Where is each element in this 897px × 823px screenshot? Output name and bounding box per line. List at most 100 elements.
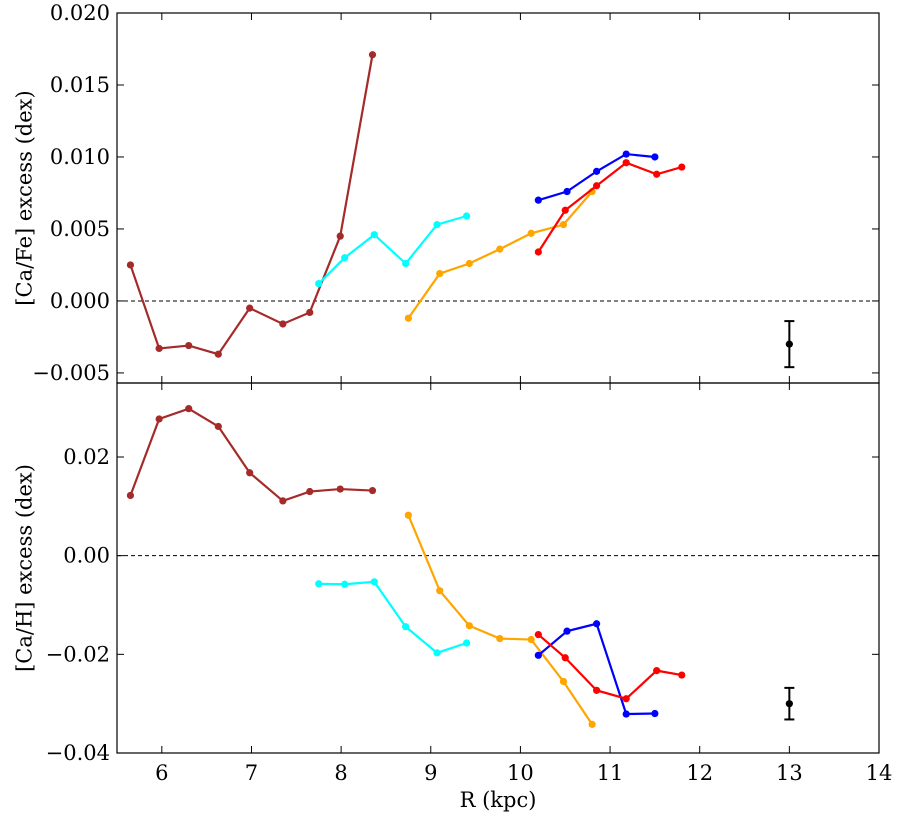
series-0-point-2: [185, 405, 193, 413]
x-tick-label-4: 10: [507, 761, 534, 785]
series-4-line: [537, 161, 683, 253]
series-4-point-4: [653, 170, 661, 178]
series-3-point-2: [593, 620, 601, 628]
series-1-point-3: [402, 623, 410, 631]
y-tick-label-3: 0.010: [50, 145, 110, 169]
series-4-line: [537, 633, 682, 700]
series-2-point-2: [465, 622, 473, 630]
series-1-point-4: [433, 221, 441, 229]
series-1-point-5: [463, 212, 471, 220]
series-0-point-1: [155, 344, 163, 353]
x-tick-label-6: 12: [686, 761, 713, 785]
series-4-point-5: [678, 671, 686, 679]
series-0-line: [129, 407, 373, 503]
series-0-point-5: [279, 497, 287, 505]
axes-frame: [116, 382, 880, 754]
bottom-panel-cah: 6 7 8 9 10 11 12 13 14 −0.04 −0.02 0.00 0.02 [Ca/H] e…: [12, 382, 893, 812]
x-axis-title: R (kpc): [460, 788, 537, 812]
series-3-line: [537, 622, 655, 716]
series-3-point-4: [651, 709, 659, 718]
series-4-point-0: [534, 248, 542, 256]
series-0-point-7: [336, 485, 344, 493]
series-0-point-8: [368, 486, 377, 495]
errorbar-point: [785, 700, 793, 708]
series-1-line: [318, 580, 467, 655]
y-tick-label-0: −0.005: [32, 361, 110, 385]
series-2-point-2: [465, 259, 473, 268]
x-tick-label-1: 7: [245, 761, 258, 785]
series-0-point-3: [214, 350, 222, 358]
errorbar-point: [785, 340, 793, 348]
axes-frame: [116, 12, 880, 384]
x-tick-label-3: 9: [424, 761, 437, 785]
series-2-point-1: [436, 587, 444, 595]
x-tick-label-8: 14: [866, 761, 893, 785]
series-3-line: [538, 152, 655, 202]
series-2-point-3: [496, 245, 504, 253]
series-2-point-4: [527, 635, 535, 644]
series-3-point-4: [651, 153, 659, 161]
series-0-point-8: [368, 51, 377, 59]
y-axis-title: [Ca/H] excess (dex): [12, 464, 36, 672]
series-0-point-6: [306, 308, 314, 317]
x-tick-label-7: 13: [776, 761, 803, 785]
series-3-point-3: [622, 710, 630, 718]
series-4-point-4: [653, 667, 661, 675]
y-tick-label-2: 0.00: [63, 544, 110, 568]
series-3-point-0: [534, 196, 542, 204]
x-tick-label-5: 11: [597, 761, 624, 785]
series-2-line: [407, 514, 594, 726]
series-1-point-5: [463, 639, 471, 647]
series-1-point-4: [433, 649, 441, 657]
y-tick-label-1: −0.02: [46, 642, 110, 666]
series-0-point-4: [246, 304, 254, 312]
series-1-point-1: [341, 254, 349, 262]
series-3-point-1: [563, 627, 571, 635]
series-4-point-3: [622, 159, 630, 167]
x-tick-label-0: 6: [155, 761, 168, 785]
y-tick-label-4: 0.015: [50, 73, 110, 97]
series-1-line: [317, 214, 467, 285]
series-0-point-0: [126, 261, 135, 269]
series-4-point-0: [534, 631, 542, 639]
series-1-point-3: [402, 259, 410, 268]
series-0-point-7: [336, 232, 344, 240]
series-1-point-1: [341, 580, 349, 588]
series-2-point-5: [559, 221, 568, 229]
series-4-point-1: [561, 206, 569, 214]
series-3-point-1: [563, 187, 571, 196]
series-1-point-0: [315, 280, 323, 288]
series-0-point-2: [185, 341, 193, 350]
series-2-point-3: [496, 634, 504, 643]
y-axis-title: [Ca/Fe] excess (dex): [12, 90, 36, 305]
y-tick-label-0: −0.04: [46, 741, 110, 765]
series-0-point-4: [246, 469, 254, 477]
series-4-point-5: [678, 163, 686, 171]
y-tick-label-5: 0.020: [50, 1, 110, 25]
series-4-point-2: [593, 182, 601, 190]
series-2-point-5: [559, 677, 568, 686]
top-panel-cafe: −0.005 0.000 0.005 0.010 0.015 0.020 [Ca/Fe] e…: [12, 1, 880, 385]
y-tick-label-3: 0.02: [63, 445, 110, 469]
series-0-point-1: [155, 415, 163, 423]
series-1-point-2: [370, 578, 378, 586]
series-4-point-3: [622, 695, 630, 703]
series-1-point-0: [315, 580, 323, 588]
series-3-point-0: [534, 651, 542, 659]
series-4-point-2: [593, 686, 601, 694]
series-0-point-5: [279, 320, 287, 328]
series-0-point-3: [214, 422, 222, 431]
series-0-point-6: [306, 487, 314, 496]
series-2-point-4: [527, 229, 535, 237]
series-1-point-2: [370, 231, 378, 239]
y-tick-label-1: 0.000: [50, 289, 110, 313]
series-0-point-0: [126, 491, 135, 500]
series-2-point-1: [436, 269, 444, 278]
series-4-point-1: [561, 654, 569, 662]
series-2-point-6: [588, 720, 596, 728]
series-3-point-3: [622, 150, 630, 158]
series-2-point-0: [404, 314, 412, 322]
series-3-point-2: [593, 167, 601, 175]
x-tick-label-2: 8: [334, 761, 347, 785]
y-tick-label-2: 0.005: [50, 217, 110, 241]
